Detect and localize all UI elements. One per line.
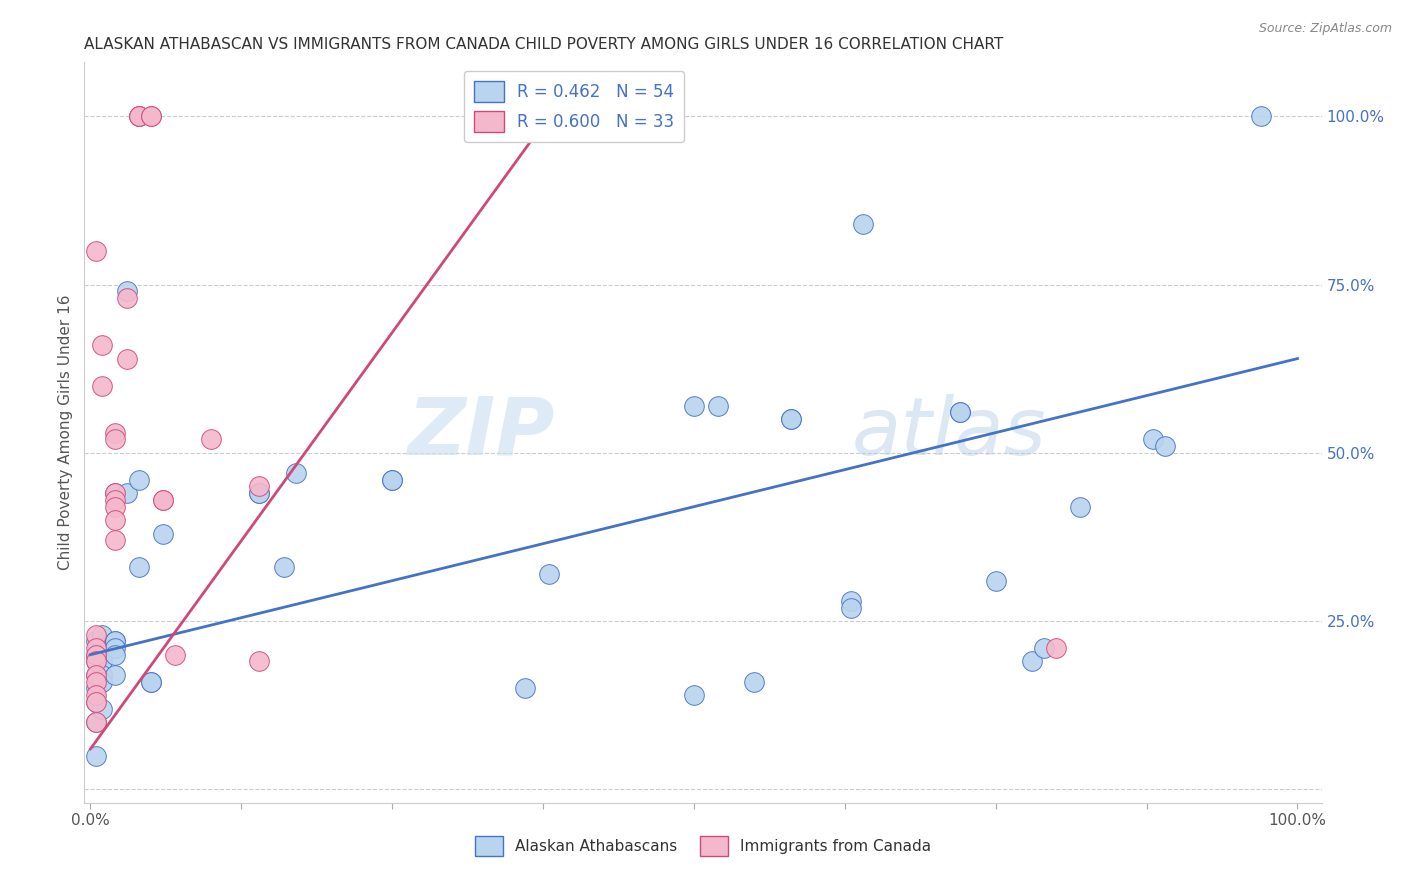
Point <box>779 412 801 426</box>
Point <box>103 492 125 507</box>
Point <box>86 668 108 682</box>
Point <box>103 640 125 655</box>
Point <box>86 668 108 682</box>
Point <box>91 640 114 655</box>
Point <box>247 655 270 669</box>
Point <box>103 500 125 514</box>
Point <box>381 473 404 487</box>
Point <box>86 695 108 709</box>
Point <box>683 399 706 413</box>
Point <box>128 109 150 123</box>
Point <box>839 594 862 608</box>
Point <box>115 285 138 299</box>
Point <box>1045 640 1067 655</box>
Point <box>103 634 125 648</box>
Point <box>139 109 162 123</box>
Point <box>91 668 114 682</box>
Text: ALASKAN ATHABASCAN VS IMMIGRANTS FROM CANADA CHILD POVERTY AMONG GIRLS UNDER 16 : ALASKAN ATHABASCAN VS IMMIGRANTS FROM CA… <box>84 37 1004 52</box>
Point <box>139 109 162 123</box>
Point <box>852 217 875 231</box>
Point <box>1153 439 1175 453</box>
Point <box>86 655 108 669</box>
Point <box>103 425 125 440</box>
Text: ZIP: ZIP <box>408 393 554 472</box>
Point <box>103 486 125 500</box>
Point <box>839 600 862 615</box>
Point <box>742 674 765 689</box>
Text: Source: ZipAtlas.com: Source: ZipAtlas.com <box>1258 22 1392 36</box>
Y-axis label: Child Poverty Among Girls Under 16: Child Poverty Among Girls Under 16 <box>58 295 73 570</box>
Point <box>247 486 270 500</box>
Point <box>538 566 561 581</box>
Point <box>86 648 108 662</box>
Point <box>152 492 174 507</box>
Point <box>103 634 125 648</box>
Point <box>91 338 114 352</box>
Point <box>86 681 108 696</box>
Point <box>683 688 706 702</box>
Point <box>86 634 108 648</box>
Point <box>948 405 970 419</box>
Point <box>1021 655 1043 669</box>
Point <box>115 291 138 305</box>
Point <box>86 655 108 669</box>
Text: atlas: atlas <box>852 393 1046 472</box>
Point <box>284 466 307 480</box>
Point <box>86 627 108 641</box>
Point <box>273 560 295 574</box>
Point <box>139 674 162 689</box>
Point <box>1142 433 1164 447</box>
Point <box>86 714 108 729</box>
Point <box>86 640 108 655</box>
Point <box>86 748 108 763</box>
Point <box>103 668 125 682</box>
Point <box>200 433 222 447</box>
Point <box>1069 500 1091 514</box>
Point <box>115 486 138 500</box>
Point <box>779 412 801 426</box>
Point <box>984 574 1007 588</box>
Point <box>91 627 114 641</box>
Point <box>91 648 114 662</box>
Point <box>707 399 730 413</box>
Point <box>86 244 108 258</box>
Point <box>128 560 150 574</box>
Point <box>103 513 125 527</box>
Point <box>1250 109 1272 123</box>
Point <box>128 109 150 123</box>
Point <box>103 648 125 662</box>
Point <box>115 351 138 366</box>
Point <box>86 674 108 689</box>
Point <box>103 433 125 447</box>
Point <box>103 533 125 548</box>
Point <box>91 655 114 669</box>
Point <box>247 486 270 500</box>
Point <box>103 486 125 500</box>
Point <box>86 688 108 702</box>
Point <box>86 695 108 709</box>
Point <box>948 405 970 419</box>
Point <box>139 674 162 689</box>
Point <box>128 109 150 123</box>
Point <box>91 378 114 392</box>
Point <box>91 701 114 715</box>
Point <box>163 648 186 662</box>
Point <box>513 681 536 696</box>
Point <box>86 648 108 662</box>
Point <box>1033 640 1056 655</box>
Point <box>381 473 404 487</box>
Point <box>247 479 270 493</box>
Point <box>86 714 108 729</box>
Legend: Alaskan Athabascans, Immigrants from Canada: Alaskan Athabascans, Immigrants from Can… <box>470 830 936 862</box>
Point <box>91 674 114 689</box>
Point <box>152 492 174 507</box>
Point <box>152 526 174 541</box>
Point <box>128 473 150 487</box>
